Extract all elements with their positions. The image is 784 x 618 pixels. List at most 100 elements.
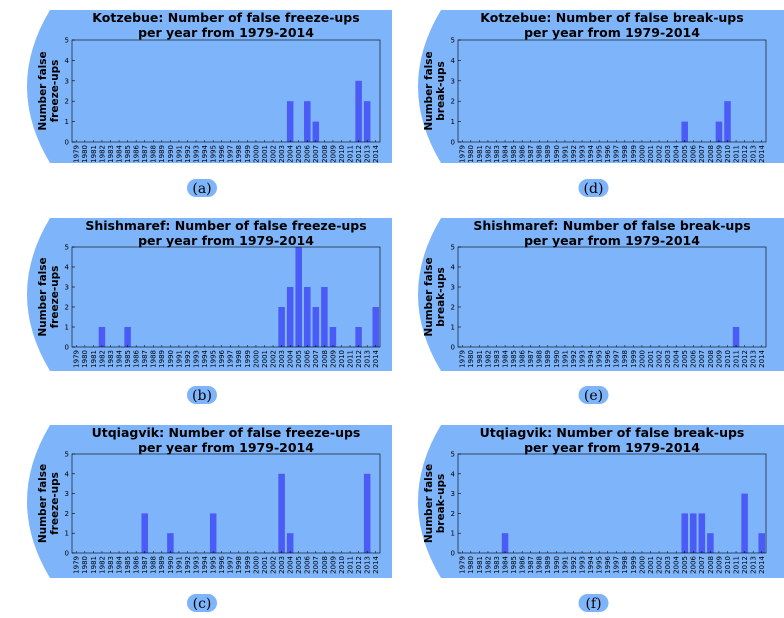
x-tick-label: 2000: [638, 350, 646, 368]
x-tick-label: 1987: [141, 350, 149, 368]
x-tick-label: 2000: [638, 556, 646, 574]
x-tick-label: 1996: [218, 144, 226, 162]
y-tick-label: 3: [65, 284, 69, 292]
x-tick-label: 1988: [150, 145, 158, 163]
x-tick-label: 2005: [681, 145, 689, 163]
bar-1979-2004: [286, 287, 294, 347]
x-tick-label: 1980: [467, 145, 475, 163]
x-tick-label: 1979: [73, 556, 81, 574]
x-tick-label: 2009: [715, 350, 723, 368]
x-tick-label: 2004: [287, 144, 295, 162]
x-tick-label: 2008: [707, 145, 715, 163]
x-tick-label: 1991: [175, 350, 183, 368]
x-tick-label: 1986: [133, 349, 141, 367]
y-tick-label: 4: [65, 264, 70, 272]
chart-title-line: Utqiagvik: Number of false freeze-ups: [92, 425, 361, 440]
x-tick-label: 1990: [553, 556, 561, 574]
x-tick-label: 2011: [346, 350, 354, 368]
x-tick-label: 1999: [244, 145, 252, 163]
x-tick-label: 2010: [724, 145, 732, 163]
x-tick-label: 1996: [604, 349, 612, 367]
x-tick-label: 2011: [732, 556, 740, 574]
y-tick-label: 0: [451, 344, 455, 352]
y-tick-label: 2: [65, 98, 69, 106]
y-tick-label: 1: [451, 118, 455, 126]
y-axis-label-line: Number false: [423, 257, 435, 336]
y-tick-label: 4: [65, 470, 70, 478]
bar-1979-2003: [278, 473, 285, 553]
y-tick-label: 1: [65, 530, 69, 538]
x-tick-label: 1999: [244, 350, 252, 368]
x-tick-label: 2013: [364, 350, 372, 368]
x-tick-label: 2003: [664, 145, 672, 163]
y-tick-label: 4: [65, 57, 70, 65]
x-tick-label: 2001: [261, 350, 269, 368]
y-tick-label: 0: [451, 550, 455, 558]
y-tick-label: 5: [65, 37, 69, 45]
x-tick-label: 1994: [587, 144, 595, 162]
chart-title-line: Shishmaref: Number of false freeze-ups: [85, 218, 366, 233]
x-tick-label: 2000: [252, 145, 260, 163]
plot-frame: [71, 453, 381, 554]
x-tick-label: 1997: [613, 556, 621, 574]
x-tick-label: 1991: [175, 556, 183, 574]
y-tick-label: 0: [65, 344, 69, 352]
bar-1979-1982: [98, 327, 106, 347]
y-axis-label-line: freeze-ups: [49, 60, 61, 123]
chart-title-line: Utqiagvik: Number of false break-ups: [480, 425, 745, 440]
bar-1979-2006: [304, 101, 311, 142]
chart-title-line: Kotzebue: Number of false freeze-ups: [92, 10, 359, 25]
x-tick-label: 1998: [621, 350, 629, 368]
x-tick-label: 1992: [184, 145, 192, 163]
x-tick-label: 2009: [329, 350, 337, 368]
x-tick-label: 1987: [527, 145, 535, 163]
x-tick-label: 2001: [647, 350, 655, 368]
x-tick-label: 2011: [732, 145, 740, 163]
x-tick-label: 1999: [630, 350, 638, 368]
x-tick-label: 1989: [158, 350, 166, 368]
x-tick-label: 1979: [459, 145, 467, 163]
caption-pill: [187, 179, 217, 197]
x-tick-label: 1982: [484, 556, 492, 574]
bar-1979-2013: [363, 101, 371, 142]
x-tick-label: 1984: [501, 555, 509, 573]
bar-1979-2007: [312, 121, 320, 142]
x-tick-label: 2001: [261, 145, 269, 163]
x-tick-label: 2006: [304, 144, 312, 162]
x-tick-label: 1984: [501, 144, 509, 162]
bar-1979-2006: [690, 513, 697, 553]
bar-1979-2003: [278, 307, 285, 347]
x-tick-label: 1992: [184, 556, 192, 574]
x-tick-label: 1989: [158, 145, 166, 163]
x-tick-label: 1985: [124, 350, 132, 368]
x-tick-label: 1979: [73, 350, 81, 368]
y-axis-label-line: Number false: [37, 464, 49, 543]
x-tick-label: 2014: [372, 144, 380, 162]
caption-pill: [187, 594, 217, 612]
x-tick-label: 2011: [346, 556, 354, 574]
x-tick-label: 1990: [167, 350, 175, 368]
y-axis-label-line: freeze-ups: [49, 266, 61, 329]
caption-pill: [187, 386, 217, 404]
x-tick-label: 1983: [107, 145, 115, 163]
bar-1979-2009: [715, 121, 723, 142]
panel-background: [418, 218, 784, 371]
bar-1979-2012: [355, 327, 362, 347]
y-tick-label: 3: [451, 77, 455, 85]
y-tick-label: 3: [451, 284, 455, 292]
x-tick-label: 1990: [167, 556, 175, 574]
chart-title-line: per year from 1979-2014: [138, 233, 314, 248]
x-tick-label: 2007: [312, 350, 320, 368]
x-tick-label: 1991: [561, 350, 569, 368]
y-tick-label: 2: [451, 98, 455, 106]
x-tick-label: 2008: [707, 556, 715, 574]
x-tick-label: 2009: [329, 556, 337, 574]
y-tick-label: 4: [451, 470, 456, 478]
x-tick-label: 1984: [115, 144, 123, 162]
bar-1979-2012: [355, 80, 362, 142]
x-tick-label: 1994: [201, 349, 209, 367]
y-tick-label: 4: [451, 57, 456, 65]
